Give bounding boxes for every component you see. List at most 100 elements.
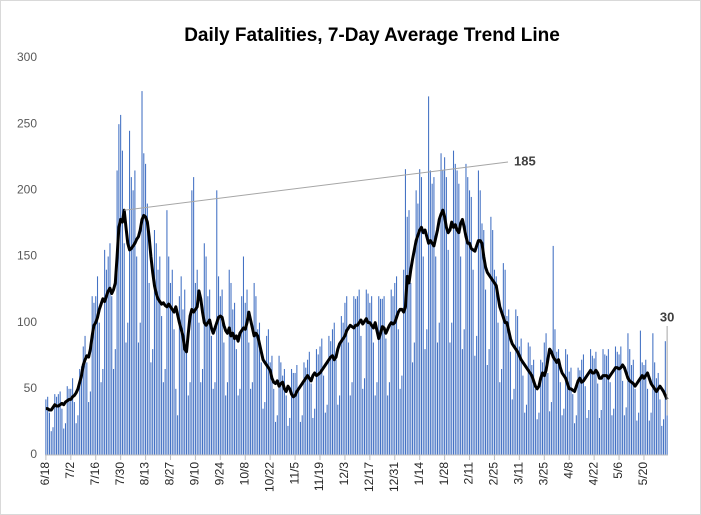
bar — [344, 302, 346, 455]
bar — [579, 370, 581, 455]
bar — [536, 419, 538, 455]
bar — [164, 368, 166, 455]
bar — [524, 412, 526, 455]
bar — [340, 316, 342, 455]
bar — [102, 368, 104, 455]
bar — [568, 371, 570, 455]
bar — [634, 388, 636, 455]
bar — [563, 408, 565, 455]
bar — [479, 190, 481, 456]
x-tick-label: 2/25 — [487, 462, 501, 486]
bar — [663, 419, 665, 455]
bar — [214, 382, 216, 455]
bar — [50, 431, 52, 455]
bar — [260, 362, 262, 455]
bar — [52, 427, 54, 455]
bar — [381, 298, 383, 455]
bar — [465, 163, 467, 455]
bar — [584, 386, 586, 455]
bar — [586, 417, 588, 455]
bar — [328, 335, 330, 455]
bar — [95, 296, 97, 455]
bar — [182, 309, 184, 455]
bar — [198, 322, 200, 455]
bar — [577, 367, 579, 455]
bar — [75, 423, 77, 455]
bar — [556, 351, 558, 455]
bar — [598, 417, 601, 455]
bar — [575, 415, 577, 455]
bar — [415, 190, 417, 456]
bar — [648, 420, 650, 455]
bar — [383, 296, 385, 455]
bar — [429, 170, 431, 455]
bar — [607, 349, 609, 455]
bar — [187, 395, 189, 455]
bar — [225, 395, 227, 455]
bar — [331, 329, 334, 455]
bar — [237, 395, 239, 455]
bar — [63, 428, 65, 455]
bar — [420, 177, 423, 455]
x-tick-label: 5/6 — [611, 462, 625, 479]
bar — [378, 296, 380, 455]
bar — [379, 298, 382, 455]
bar — [148, 282, 150, 455]
bar — [502, 263, 504, 455]
bar — [351, 382, 353, 455]
bar — [326, 404, 328, 455]
bar — [159, 256, 161, 455]
bar — [185, 342, 188, 455]
bar — [518, 346, 520, 455]
bar — [235, 349, 237, 455]
bar — [139, 322, 141, 455]
bar — [305, 367, 307, 455]
bar — [417, 203, 419, 455]
y-tick-label: 300 — [17, 50, 37, 64]
bar — [191, 190, 193, 456]
bar — [262, 408, 264, 455]
bar — [248, 342, 250, 455]
bar — [485, 289, 487, 455]
bar — [319, 346, 321, 455]
bar — [203, 243, 205, 455]
bar — [511, 399, 513, 455]
bar — [100, 382, 102, 455]
bar — [180, 276, 182, 455]
bar — [422, 256, 424, 455]
bar — [597, 383, 599, 455]
bar — [613, 408, 615, 455]
bar — [207, 296, 209, 455]
bar — [356, 296, 358, 455]
y-tick-label: 150 — [17, 249, 37, 263]
y-tick-label: 50 — [24, 381, 38, 395]
bar — [456, 170, 458, 455]
bar — [127, 322, 129, 455]
bar — [492, 230, 494, 455]
bar — [454, 163, 456, 455]
bar — [419, 169, 421, 455]
bar — [79, 368, 81, 455]
bar — [323, 375, 325, 455]
bar — [70, 388, 72, 455]
bar — [547, 372, 549, 455]
bar — [353, 296, 355, 455]
trend-line — [45, 208, 669, 412]
bar — [397, 329, 399, 455]
bar — [241, 296, 243, 455]
bar — [501, 368, 503, 455]
bar — [534, 388, 536, 455]
bar — [82, 346, 84, 455]
bar — [438, 322, 440, 455]
bar — [239, 388, 241, 455]
bar — [452, 150, 455, 455]
bar — [175, 388, 177, 455]
bar — [412, 362, 414, 455]
bar — [428, 96, 430, 456]
bar — [493, 269, 495, 455]
bar — [184, 289, 186, 455]
bar — [486, 365, 488, 455]
bar — [161, 316, 163, 455]
bar — [130, 177, 132, 455]
